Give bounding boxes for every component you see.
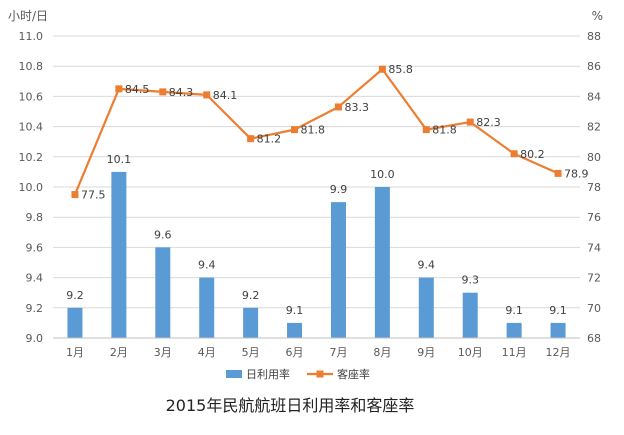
line-data-label: 77.5 (81, 189, 106, 202)
y-left-tick-label: 10.6 (19, 90, 44, 103)
line-data-label: 78.9 (564, 167, 589, 180)
bar-data-label: 9.4 (198, 259, 216, 272)
bar (287, 322, 303, 338)
line-data-label: 81.2 (257, 133, 282, 146)
line-data-label: 84.1 (213, 89, 238, 102)
bar (199, 277, 215, 338)
bar (550, 322, 566, 338)
bar-data-label: 9.1 (549, 304, 567, 317)
bar (462, 292, 478, 338)
bar-data-label: 9.6 (154, 228, 172, 241)
bar-data-label: 9.1 (505, 304, 523, 317)
bar-data-label: 9.2 (66, 289, 84, 302)
bar-data-label: 9.2 (242, 289, 260, 302)
data-labels: 9.2 10.1 9.6 9.4 9.2 9.1 9.9 10.0 9.4 9.3 9.1 9.1 77… (66, 63, 588, 317)
line-point (159, 88, 167, 96)
x-tick-label: 9月 (417, 346, 435, 359)
y-left-tick-label: 10.2 (19, 151, 44, 164)
legend-label-line: 客座率 (337, 367, 370, 381)
bar-data-label: 9.4 (418, 259, 436, 272)
legend-line-marker (316, 370, 324, 378)
line-point (422, 126, 430, 134)
line-data-label: 82.3 (476, 116, 501, 129)
bar-data-label: 9.3 (461, 274, 479, 287)
y-right-tick-label: 68 (587, 332, 601, 345)
y-right-tick-label: 72 (587, 272, 601, 285)
bar-data-label: 10.0 (370, 168, 395, 181)
legend-label-bar: 日利用率 (246, 367, 290, 381)
y-right-tick-label: 86 (587, 60, 601, 73)
x-tick-label: 8月 (373, 346, 391, 359)
line-data-label: 84.5 (125, 83, 150, 96)
gridlines (53, 35, 580, 309)
y-right-tick-label: 82 (587, 121, 601, 134)
y-right-tick-label: 88 (587, 30, 601, 43)
line-data-label: 84.3 (169, 86, 194, 99)
line-point (554, 169, 562, 177)
line-point (247, 135, 255, 143)
line-point (378, 65, 386, 73)
line-data-label: 81.8 (301, 124, 326, 137)
y-right-unit-label: % (592, 9, 603, 23)
line-point (291, 126, 299, 134)
x-tick-label: 11月 (502, 346, 527, 359)
line-point (115, 85, 123, 93)
bar-data-label: 10.1 (107, 153, 132, 166)
chart-title: 2015年民航航班日利用率和客座率 (166, 396, 415, 415)
y-left-unit-label: 小时/日 (8, 9, 48, 23)
line-point (466, 118, 474, 126)
x-tick-label: 3月 (154, 346, 172, 359)
line-point (510, 150, 518, 158)
x-tick-label: 2月 (110, 346, 128, 359)
y-right-tick-label: 76 (587, 211, 601, 224)
bar (330, 202, 346, 338)
y-left-tick-label: 10.8 (19, 60, 44, 73)
bar-data-label: 9.1 (286, 304, 304, 317)
y-left-tick-label: 9.0 (26, 332, 44, 345)
bar (67, 307, 83, 338)
y-left-tick-label: 9.6 (26, 241, 44, 254)
line-data-label: 85.8 (388, 63, 413, 76)
x-tick-label: 10月 (458, 346, 483, 359)
bar (418, 277, 434, 338)
x-tick-label: 7月 (329, 346, 347, 359)
y-left-tick-label: 9.8 (26, 211, 44, 224)
y-left-tick-label: 11.0 (19, 30, 44, 43)
bar (155, 247, 171, 338)
bar (506, 322, 522, 338)
bar-series (67, 171, 566, 338)
y-right-tick-label: 80 (587, 151, 601, 164)
line-data-label: 80.2 (520, 148, 545, 161)
x-tick-label: 1月 (66, 346, 84, 359)
axes: 9.0 68 9.2 70 9.4 72 9.6 74 9.8 76 10.0 78 10.2 80 10.… (8, 9, 603, 359)
y-left-tick-label: 10.0 (19, 181, 44, 194)
bar (111, 171, 127, 338)
x-tick-label: 5月 (242, 346, 260, 359)
line-series (71, 65, 562, 199)
x-tick-label: 6月 (286, 346, 304, 359)
bar (243, 307, 259, 338)
bar-data-label: 9.9 (330, 183, 348, 196)
line-path (73, 68, 559, 195)
bar (374, 187, 390, 338)
y-right-tick-label: 78 (587, 181, 601, 194)
y-left-tick-label: 9.2 (26, 302, 44, 315)
legend: 日利用率 客座率 (226, 367, 370, 381)
y-right-tick-label: 74 (587, 241, 601, 254)
line-point (334, 103, 342, 111)
y-left-tick-label: 10.4 (19, 121, 44, 134)
x-tick-label: 12月 (546, 346, 571, 359)
line-point (71, 191, 79, 199)
x-tick-label: 4月 (198, 346, 216, 359)
line-data-label: 83.3 (344, 101, 369, 114)
y-right-tick-label: 84 (587, 90, 601, 103)
y-right-tick-label: 70 (587, 302, 601, 315)
line-data-label: 81.8 (432, 124, 457, 137)
y-left-tick-label: 9.4 (26, 272, 44, 285)
legend-bar-swatch (226, 370, 242, 378)
line-point (203, 91, 211, 99)
